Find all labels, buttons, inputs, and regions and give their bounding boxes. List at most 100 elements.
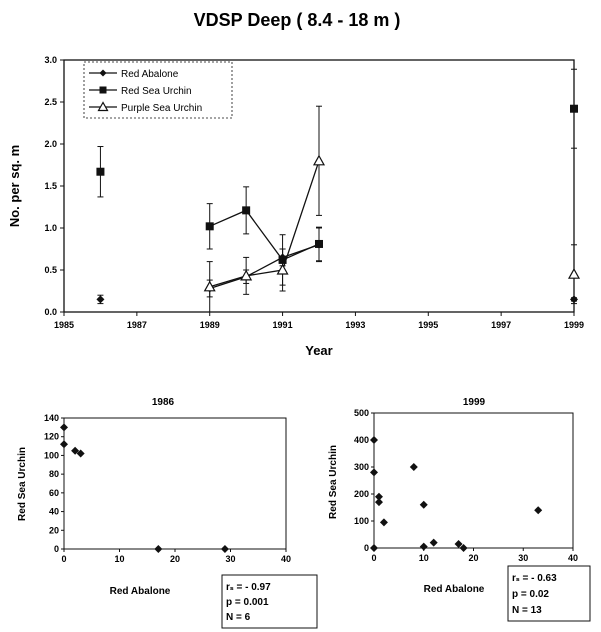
scatter-1999-stat-p: p = 0.02	[512, 589, 549, 600]
scatter-1986-y-tick-label: 80	[49, 469, 59, 479]
red-sea-urchin-point	[205, 222, 214, 231]
scatter-1986-x-tick-label: 0	[61, 554, 66, 564]
y-tick-label: 1.5	[44, 181, 57, 191]
scatter-1986-y-tick-label: 40	[49, 507, 59, 517]
red-abalone-point	[96, 295, 105, 304]
scatter-1986-y-tick-label: 0	[54, 544, 59, 554]
scatter-1999-point	[419, 500, 428, 509]
main-marks	[96, 68, 581, 313]
scatter-1999-y-axis-title: Red Sea Urchin	[328, 445, 339, 519]
scatter-1999-point	[419, 542, 428, 551]
purple-sea-urchin-point	[276, 263, 289, 275]
scatter-1986-frame	[63, 417, 287, 550]
x-tick-label: 1999	[564, 320, 584, 330]
purple-sea-urchin-point	[567, 267, 581, 279]
red-sea-urchin-legend-label: Red Sea Urchin	[121, 86, 192, 97]
scatter-1999-title: 1999	[463, 397, 486, 408]
scatter-1986-point	[220, 545, 229, 553]
main-y-axis-title: No. per sq. m	[7, 145, 22, 227]
purple-sea-urchin-point	[312, 154, 326, 166]
chart-title: VDSP Deep ( 8.4 - 18 m )	[194, 10, 401, 30]
scatter-1999-frame	[373, 412, 574, 549]
scatter-1986-stats-box	[221, 574, 318, 629]
scatter-1999-x-tick-label: 0	[371, 553, 376, 563]
scatter-1999-stats-box	[507, 565, 591, 622]
scatter-1986-x-tick-label: 20	[170, 554, 180, 564]
scatter-1986-point	[71, 446, 80, 455]
scatter-1986-y-axis-title: Red Sea Urchin	[17, 447, 28, 521]
y-tick-label: 0.5	[44, 265, 57, 275]
scatter-1986-point	[60, 440, 68, 449]
scatter-1999-point	[370, 468, 378, 477]
scatter-1999-y-tick-label: 500	[354, 408, 369, 418]
scatter-1999-x-tick-label: 30	[518, 553, 528, 563]
scatter-1999-stat-n: N = 13	[512, 605, 542, 616]
scatter-1986-stat-n: N = 6	[226, 612, 251, 623]
red-sea-urchin-legend-marker	[99, 86, 107, 94]
purple-sea-urchin-point	[240, 269, 253, 281]
scatter-1986-y-tick-label: 120	[44, 432, 59, 442]
scatter-1986-y-tick-label: 100	[44, 450, 59, 460]
x-tick-label: 1993	[345, 320, 365, 330]
y-tick-label: 2.0	[44, 139, 57, 149]
x-tick-label: 1989	[200, 320, 220, 330]
y-tick-label: 2.5	[44, 97, 57, 107]
scatter-1986-y-tick-label: 20	[49, 525, 59, 535]
scatter-1999-point	[429, 538, 438, 547]
scatter-1986-stat-r: rₛ = - 0.97	[226, 582, 271, 593]
purple-sea-urchin-point	[203, 280, 216, 292]
x-tick-label: 1991	[273, 320, 293, 330]
legend: Red Abalone Red Sea Urchin Purple Sea Urch…	[83, 61, 233, 119]
scatter-1986-y-tick-label: 140	[44, 413, 59, 423]
scatter-1986-point	[60, 423, 68, 432]
red-abalone-legend-marker	[99, 69, 107, 77]
scatter-1999-point	[534, 506, 543, 515]
scatter-1986-x-tick-label: 30	[225, 554, 235, 564]
red-abalone-legend-label: Red Abalone	[121, 69, 179, 80]
scatter-1999-point	[409, 463, 418, 471]
scatter-1999-point	[374, 492, 383, 501]
scatter-1999-point	[454, 539, 463, 548]
scatter-1999-x-axis-title: Red Abalone	[424, 584, 485, 595]
x-tick-label: 1985	[54, 320, 74, 330]
y-tick-label: 1.0	[44, 223, 57, 233]
scatter-1999-y-tick-label: 300	[354, 462, 369, 472]
purple-sea-urchin-legend-label: Purple Sea Urchin	[121, 103, 202, 114]
main-ticks: 1985 1987 1989 1991 1993 1995 1997 1999 0.0 0.5 1.…	[44, 55, 584, 330]
scatter-1999-y-tick-label: 400	[354, 435, 369, 445]
scatter-1986-point	[76, 449, 85, 458]
scatter-1999-y-tick-label: 0	[364, 543, 369, 553]
main-x-axis-title: Year	[305, 343, 332, 358]
scatter-1999-x-tick-label: 20	[468, 553, 478, 563]
scatter-1999-point	[374, 498, 383, 507]
purple-sea-urchin-legend-marker	[97, 101, 109, 112]
scatter-1986-marks: 0 10 20 30 40 0 20 40 60 80 100 120 140	[44, 413, 291, 564]
scatter-1986-x-tick-label: 10	[114, 554, 124, 564]
y-tick-label: 0.0	[44, 307, 57, 317]
red-abalone-series-line	[209, 244, 320, 290]
legend-items: Red Abalone Red Sea Urchin Purple Sea Urch…	[89, 69, 202, 114]
red-sea-urchin-point	[242, 206, 251, 215]
scatter-1986-x-tick-label: 40	[281, 554, 291, 564]
scatter-1986-x-axis-title: Red Abalone	[110, 586, 171, 597]
scatter-1999-y-tick-label: 100	[354, 516, 369, 526]
red-sea-urchin-point	[96, 167, 105, 176]
scatter-1999-x-tick-label: 10	[419, 553, 429, 563]
red-sea-urchin-point	[570, 104, 578, 113]
scatter-1999-point	[379, 518, 388, 527]
x-tick-label: 1987	[127, 320, 147, 330]
red-sea-urchin-series-line	[209, 209, 320, 261]
y-tick-label: 3.0	[44, 55, 57, 65]
scatter-1986-point	[154, 545, 163, 553]
scatter-1999-point	[370, 544, 378, 552]
purple-sea-urchin-series-line	[209, 160, 320, 288]
x-tick-label: 1995	[418, 320, 438, 330]
scatter-1986-y-tick-label: 60	[49, 488, 59, 498]
scatter-1999-y-tick-label: 200	[354, 489, 369, 499]
scatter-1986-stat-p: p = 0.001	[226, 597, 269, 608]
scatter-1999-stat-r: rₛ = - 0.63	[512, 573, 557, 584]
red-sea-urchin-point	[315, 239, 323, 248]
x-tick-label: 1997	[491, 320, 511, 330]
